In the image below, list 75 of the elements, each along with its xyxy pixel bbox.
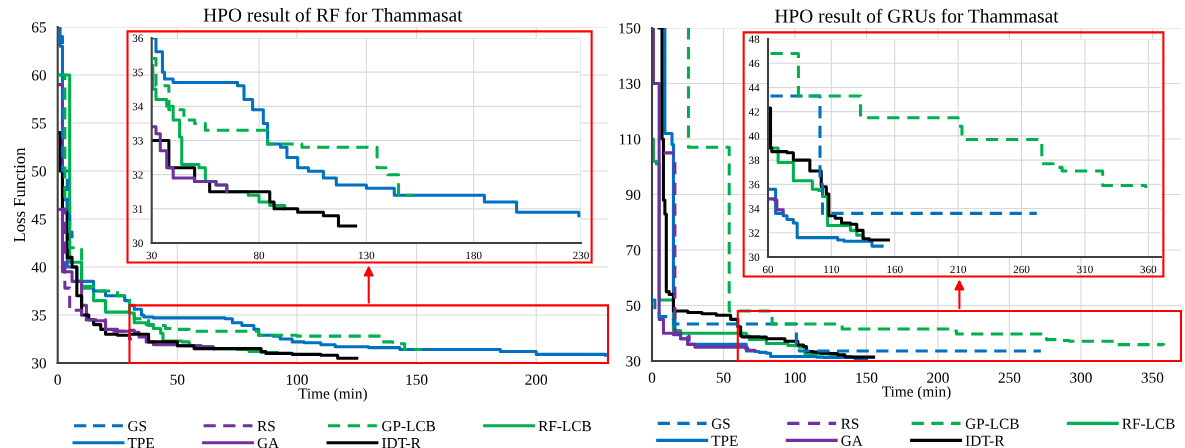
y-tick-label: 35 bbox=[32, 310, 46, 321]
y-tick-label: 40 bbox=[748, 132, 760, 140]
x-tick-label: 250 bbox=[998, 372, 1021, 383]
y-tick-label: 30 bbox=[32, 358, 47, 369]
x-tick-label: 230 bbox=[573, 251, 589, 260]
y-tick-label: 65 bbox=[31, 22, 46, 33]
x-tick-label: 30 bbox=[146, 251, 157, 260]
legend-label: IDT-R bbox=[382, 438, 421, 448]
y-tick-label: 50 bbox=[32, 166, 47, 177]
y-tick-label: 30 bbox=[132, 239, 143, 247]
y-tick-label: 36 bbox=[749, 180, 760, 189]
legend-label: GA bbox=[257, 438, 279, 448]
y-tick-label: 42 bbox=[748, 108, 760, 116]
y-tick-label: 130 bbox=[619, 78, 641, 89]
x-tick-label: 100 bbox=[286, 374, 308, 385]
legend-label: RF-LCB bbox=[538, 421, 591, 432]
legend-label: IDT-R bbox=[965, 435, 1005, 446]
x-tick-label: 260 bbox=[1013, 265, 1030, 274]
legend-label: RS bbox=[841, 418, 859, 429]
x-tick-label: 310 bbox=[1077, 265, 1093, 274]
x-tick-label: 210 bbox=[950, 265, 967, 274]
y-tick-label: 60 bbox=[31, 70, 47, 81]
x-tick-label: 0 bbox=[54, 374, 61, 385]
x-tick-label: 130 bbox=[358, 251, 375, 260]
x-tick-label: 150 bbox=[856, 372, 878, 383]
x-tick-label: 180 bbox=[466, 251, 482, 260]
legend-label: TPE bbox=[127, 438, 154, 448]
x-tick-label: 200 bbox=[927, 372, 949, 383]
x-tick-label: 80 bbox=[253, 251, 265, 260]
x-tick-label: 150 bbox=[406, 374, 428, 385]
x-tick-label: 60 bbox=[762, 265, 774, 274]
x-tick-label: 350 bbox=[1141, 372, 1164, 383]
y-tick-label: 48 bbox=[748, 35, 760, 43]
y-tick-label: 33 bbox=[132, 137, 143, 145]
y-tick-label: 90 bbox=[626, 189, 641, 200]
chart-title: HPO result of RF for Thammasat bbox=[203, 7, 463, 22]
x-tick-label: 160 bbox=[887, 265, 903, 274]
legend-label: GP-LCB bbox=[382, 421, 436, 432]
y-tick-label: 46 bbox=[748, 59, 760, 68]
y-tick-label: 38 bbox=[749, 156, 760, 165]
x-tick-label: 110 bbox=[824, 265, 840, 274]
y-tick-label: 34 bbox=[749, 205, 760, 213]
y-tick-label: 40 bbox=[31, 262, 47, 273]
legend-label: GP-LCB bbox=[965, 418, 1019, 429]
y-axis-title: Loss Function bbox=[13, 147, 26, 242]
x-axis-title: Time (min) bbox=[298, 387, 367, 402]
x-tick-label: 300 bbox=[1070, 372, 1092, 383]
y-tick-label: 35 bbox=[132, 68, 143, 77]
y-tick-label: 150 bbox=[619, 23, 641, 34]
y-tick-label: 110 bbox=[619, 134, 641, 145]
legend-label: GA bbox=[841, 435, 863, 446]
x-tick-label: 0 bbox=[648, 372, 656, 383]
legend-label: GS bbox=[711, 418, 730, 429]
y-tick-label: 30 bbox=[626, 356, 641, 367]
y-tick-label: 70 bbox=[626, 245, 641, 256]
legend-label: TPE bbox=[711, 435, 738, 446]
y-tick-label: 34 bbox=[132, 102, 144, 111]
x-tick-label: 50 bbox=[716, 372, 731, 383]
y-tick-label: 44 bbox=[748, 83, 760, 92]
x-axis-title: Time (min) bbox=[882, 385, 951, 400]
chart-title: HPO result of GRUs for Thammasat bbox=[774, 8, 1059, 23]
y-tick-label: 55 bbox=[32, 118, 46, 129]
y-tick-label: 50 bbox=[626, 300, 641, 311]
legend-label: GS bbox=[128, 421, 147, 432]
x-tick-label: 360 bbox=[1140, 265, 1157, 274]
y-tick-label: 32 bbox=[132, 171, 143, 179]
y-tick-label: 32 bbox=[749, 229, 760, 237]
x-tick-label: 50 bbox=[170, 374, 185, 385]
x-tick-label: 100 bbox=[784, 372, 806, 383]
y-tick-label: 45 bbox=[31, 214, 46, 225]
legend-label: RF-LCB bbox=[1122, 418, 1175, 429]
legend-label: RS bbox=[257, 421, 275, 432]
x-tick-label: 200 bbox=[525, 374, 548, 385]
y-tick-label: 36 bbox=[132, 34, 144, 42]
y-tick-label: 31 bbox=[132, 205, 143, 213]
